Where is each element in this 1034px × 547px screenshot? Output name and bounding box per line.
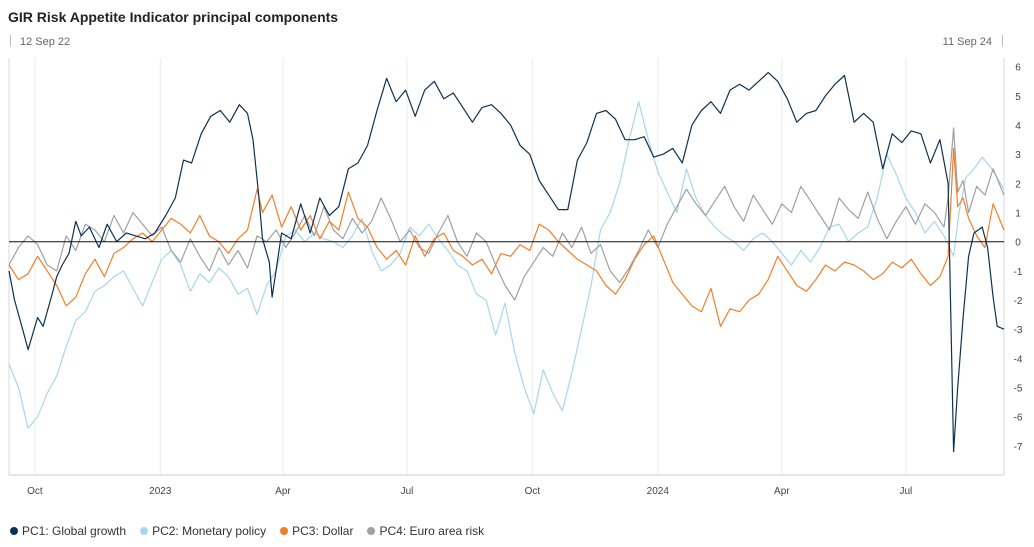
legend-item[interactable]: PC3: Dollar: [280, 524, 353, 538]
legend-item[interactable]: PC1: Global growth: [10, 524, 126, 538]
legend-label: PC1: Global growth: [22, 524, 127, 538]
y-tick-label: -6: [1014, 413, 1023, 424]
x-tick-label: Oct: [525, 486, 541, 497]
x-tick-label: Apr: [774, 486, 790, 497]
series-line-pc1: [8, 72, 1005, 453]
legend-label: PC4: Euro area risk: [379, 524, 485, 538]
y-tick-label: -4: [1014, 354, 1023, 365]
y-tick-label: 0: [1015, 238, 1021, 249]
x-tick-label: 2024: [647, 486, 670, 497]
x-tick-label: Jul: [401, 486, 414, 497]
x-tick-label: Oct: [27, 486, 43, 497]
legend-swatch: [140, 527, 149, 535]
range-end-label: 11 Sep 24: [942, 36, 992, 48]
y-tick-label: -3: [1014, 325, 1023, 336]
y-tick-label: -2: [1014, 296, 1023, 307]
range-end-marker[interactable]: [1002, 35, 1003, 46]
legend-label: PC2: Monetary policy: [152, 524, 267, 538]
y-tick-label: 4: [1015, 121, 1021, 132]
x-tick-label: Jul: [899, 486, 912, 497]
x-tick-label: Apr: [275, 486, 291, 497]
legend: PC1: Global growth PC2: Monetary policy PC…: [10, 524, 484, 538]
y-tick-label: -1: [1014, 267, 1023, 278]
legend-item[interactable]: PC4: Euro area risk: [367, 524, 484, 538]
chart-area: Oct 2023 Apr Jul Oct 2024 Apr Jul 6 5 4 3 2 1 0 -1 -2 -3 -…: [8, 58, 1023, 497]
legend-item[interactable]: PC2: Monetary policy: [140, 524, 266, 538]
legend-swatch: [10, 527, 18, 535]
range-start-marker[interactable]: [10, 35, 11, 46]
series-line-pc2: [8, 101, 1005, 429]
chart-title: GIR Risk Appetite Indicator principal co…: [8, 9, 339, 25]
y-tick-label: 6: [1015, 63, 1021, 74]
range-start-label: 12 Sep 22: [20, 36, 71, 48]
y-tick-label: 3: [1015, 150, 1021, 161]
series-line-pc4: [8, 127, 1005, 301]
legend-label: PC3: Dollar: [292, 524, 354, 538]
y-tick-label: -5: [1014, 384, 1023, 395]
y-tick-label: 2: [1015, 179, 1021, 190]
series-line-pc3: [8, 147, 1005, 327]
y-tick-label: -7: [1014, 442, 1023, 453]
y-tick-label: 1: [1015, 209, 1021, 220]
x-tick-label: 2023: [149, 486, 172, 497]
y-tick-label: 5: [1015, 92, 1021, 103]
legend-swatch: [280, 527, 289, 535]
legend-swatch: [367, 527, 376, 535]
